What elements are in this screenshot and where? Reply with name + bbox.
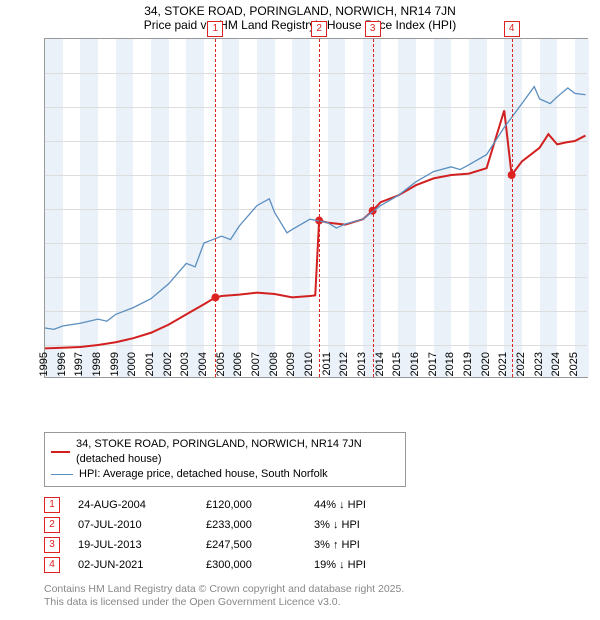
- x-tick-label: 2025: [568, 352, 580, 376]
- x-tick-label: 2003: [179, 352, 191, 376]
- x-tick-label: 2024: [550, 352, 562, 376]
- event-marker: 3: [365, 21, 381, 37]
- row-delta: 44% ↓ HPI: [314, 495, 404, 515]
- x-tick-label: 2006: [232, 352, 244, 376]
- row-price: £300,000: [206, 555, 296, 575]
- x-tick-label: 1996: [56, 352, 68, 376]
- x-tick-label: 2010: [303, 352, 315, 376]
- row-date: 24-AUG-2004: [78, 495, 188, 515]
- x-tick-label: 2017: [427, 352, 439, 376]
- x-tick-label: 2002: [162, 352, 174, 376]
- row-marker: 2: [44, 517, 60, 533]
- row-marker: 1: [44, 497, 60, 513]
- x-tick-label: 2014: [374, 352, 386, 376]
- row-price: £247,500: [206, 535, 296, 555]
- row-date: 19-JUL-2013: [78, 535, 188, 555]
- x-tick-label: 2020: [480, 352, 492, 376]
- x-tick-label: 2004: [197, 352, 209, 376]
- row-marker: 4: [44, 557, 60, 573]
- table-row: 1 24-AUG-2004 £120,000 44% ↓ HPI: [44, 495, 600, 515]
- x-tick-label: 2012: [338, 352, 350, 376]
- table-row: 3 19-JUL-2013 £247,500 3% ↑ HPI: [44, 535, 600, 555]
- x-tick-label: 1997: [73, 352, 85, 376]
- legend-item: 34, STOKE ROAD, PORINGLAND, NORWICH, NR1…: [51, 437, 399, 467]
- x-tick-label: 2023: [533, 352, 545, 376]
- x-tick-label: 1995: [38, 352, 50, 376]
- x-tick-label: 2007: [250, 352, 262, 376]
- x-tick-label: 2008: [268, 352, 280, 376]
- legend-swatch: [51, 474, 73, 475]
- event-line: [319, 39, 320, 377]
- row-date: 02-JUN-2021: [78, 555, 188, 575]
- x-tick-label: 1999: [109, 352, 121, 376]
- x-tick-label: 2018: [444, 352, 456, 376]
- legend-label: 34, STOKE ROAD, PORINGLAND, NORWICH, NR1…: [76, 437, 399, 467]
- x-tick-label: 2001: [144, 352, 156, 376]
- sales-table: 1 24-AUG-2004 £120,000 44% ↓ HPI 2 07-JUL-201…: [44, 495, 600, 575]
- row-price: £120,000: [206, 495, 296, 515]
- row-delta: 3% ↑ HPI: [314, 535, 404, 555]
- event-marker: 4: [504, 21, 520, 37]
- title-line-1: 34, STOKE ROAD, PORINGLAND, NORWICH, NR1…: [0, 4, 600, 18]
- x-tick-label: 2000: [126, 352, 138, 376]
- footer-line-1: Contains HM Land Registry data © Crown c…: [44, 583, 600, 596]
- x-tick-label: 2021: [497, 352, 509, 376]
- x-tick-label: 2009: [285, 352, 297, 376]
- row-price: £233,000: [206, 515, 296, 535]
- footer-line-2: This data is licensed under the Open Gov…: [44, 596, 600, 609]
- event-line: [215, 39, 216, 377]
- event-line: [373, 39, 374, 377]
- x-tick-label: 2013: [356, 352, 368, 376]
- row-delta: 19% ↓ HPI: [314, 555, 404, 575]
- series-price_paid: [45, 110, 585, 348]
- row-date: 07-JUL-2010: [78, 515, 188, 535]
- price-chart: £0£50K£100K£150K£200K£250K£300K£350K£400…: [44, 38, 588, 378]
- x-tick-label: 2015: [391, 352, 403, 376]
- x-tick-label: 2016: [409, 352, 421, 376]
- event-marker: 1: [207, 21, 223, 37]
- table-row: 2 07-JUL-2010 £233,000 3% ↓ HPI: [44, 515, 600, 535]
- row-delta: 3% ↓ HPI: [314, 515, 404, 535]
- event-line: [512, 39, 513, 377]
- row-marker: 3: [44, 537, 60, 553]
- x-tick-label: 2011: [321, 352, 333, 376]
- x-tick-label: 2022: [515, 352, 527, 376]
- footer: Contains HM Land Registry data © Crown c…: [44, 583, 600, 609]
- legend-item: HPI: Average price, detached house, Sout…: [51, 467, 399, 482]
- event-marker: 2: [311, 21, 327, 37]
- x-tick-label: 2019: [462, 352, 474, 376]
- x-tick-label: 1998: [91, 352, 103, 376]
- legend-swatch: [51, 451, 70, 453]
- table-row: 4 02-JUN-2021 £300,000 19% ↓ HPI: [44, 555, 600, 575]
- legend: 34, STOKE ROAD, PORINGLAND, NORWICH, NR1…: [44, 432, 406, 487]
- legend-label: HPI: Average price, detached house, Sout…: [79, 467, 328, 482]
- x-tick-label: 2005: [215, 352, 227, 376]
